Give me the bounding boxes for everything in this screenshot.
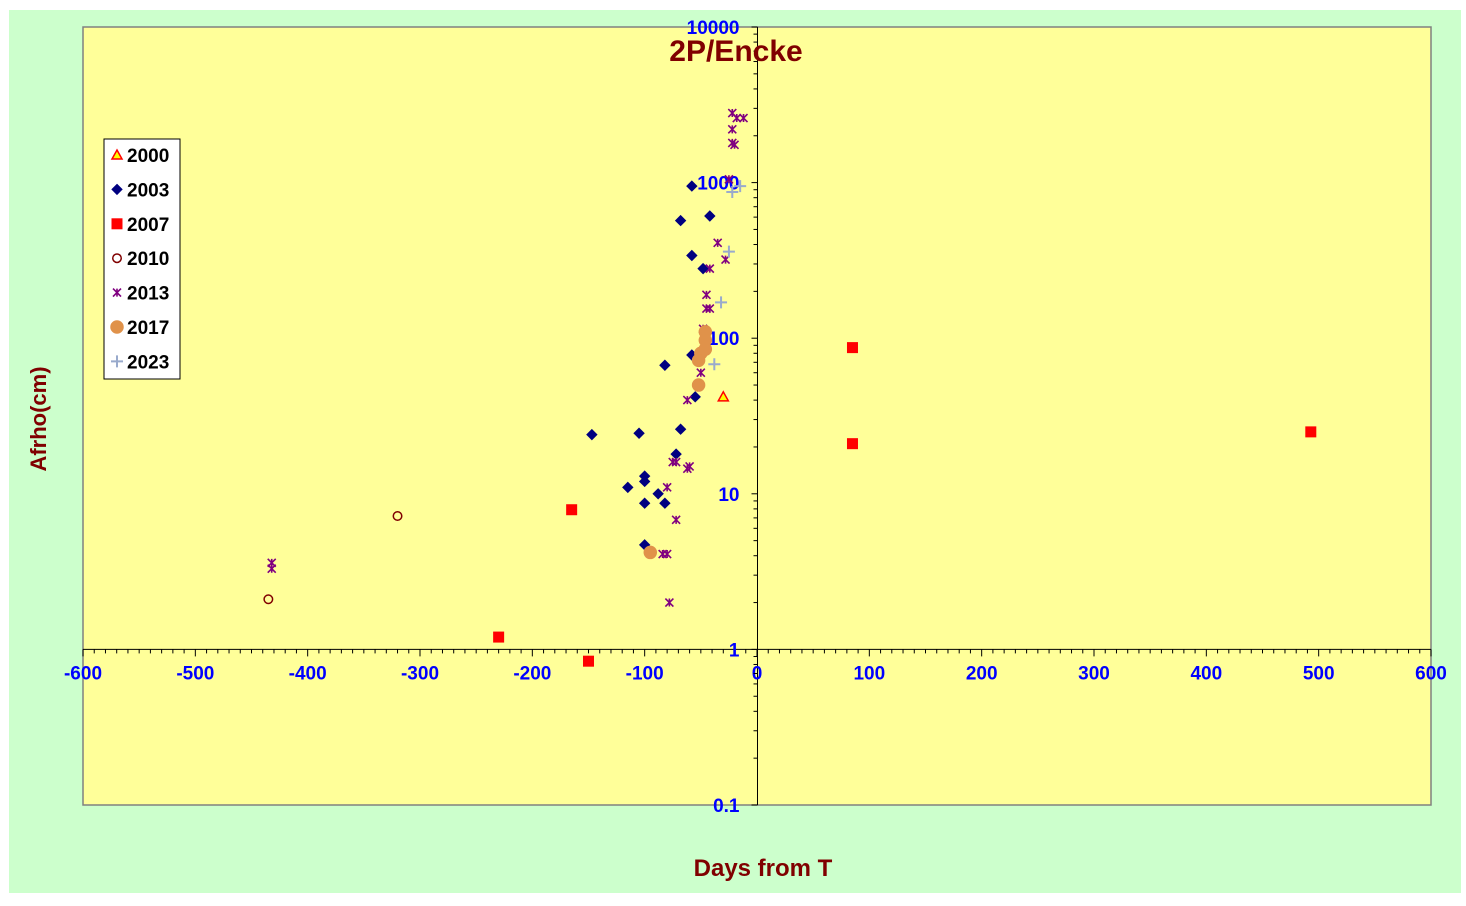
- x-tick-label: 300: [1078, 663, 1110, 684]
- x-axis-title: Days from T: [694, 855, 833, 882]
- data-point-2003: [704, 210, 716, 222]
- x-tick-label: 200: [966, 663, 998, 684]
- axes: -600 -500 -400 -300 -200 -100 0 100 200 300 400 500…: [64, 18, 1447, 817]
- data-point-2003: [689, 391, 701, 403]
- data-point-2013: [696, 368, 706, 378]
- data-point-2003: [586, 428, 598, 441]
- x-tick-label: -300: [401, 663, 439, 684]
- x-tick-label: 600: [1415, 663, 1447, 684]
- data-point-2003: [674, 423, 687, 435]
- data-point-2013: [727, 124, 737, 134]
- legend-label-2010: 2010: [127, 249, 169, 270]
- x-tick-label: 400: [1190, 663, 1222, 684]
- data-point-2023: [708, 358, 721, 371]
- data-point-2003: [686, 249, 698, 262]
- data-point-2013: [705, 304, 715, 314]
- data-point-2013: [664, 597, 674, 608]
- data-point-2003: [633, 427, 645, 439]
- legend: 2000 2003 2007 2010 2013 2017 2023: [103, 138, 181, 380]
- legend-marker-2023: [111, 355, 123, 368]
- legend-box: [103, 138, 181, 380]
- y-axis-title: Afrho(cm): [26, 366, 51, 471]
- data-point-2013: [267, 564, 277, 574]
- data-point-2023: [734, 180, 747, 193]
- x-tick-label: -200: [513, 663, 551, 684]
- data-point-2023: [726, 186, 739, 199]
- legend-marker-2000: [110, 148, 124, 160]
- data-point-2013: [662, 549, 672, 559]
- data-point-2013: [713, 238, 723, 248]
- data-point-2013: [705, 264, 715, 274]
- data-point-2013: [732, 113, 742, 123]
- legend-label-2023: 2023: [127, 352, 169, 373]
- data-marks: [263, 108, 1317, 667]
- data-point-2007: [846, 438, 858, 450]
- data-point-2007: [493, 631, 505, 643]
- y-tick-label: 100: [708, 329, 740, 350]
- legend-marker-2007: [111, 218, 123, 230]
- data-point-2013: [701, 290, 712, 300]
- data-point-2013: [671, 457, 681, 467]
- x-tick-label: 500: [1303, 663, 1335, 684]
- legend-marker-2003: [111, 183, 123, 196]
- data-point-2013: [738, 113, 749, 123]
- legend-marker-2010: [112, 253, 122, 264]
- data-point-2003: [638, 475, 651, 488]
- data-point-2003: [638, 497, 651, 509]
- data-point-2003: [686, 180, 698, 192]
- data-point-2007: [566, 504, 578, 516]
- y-tick-label: 0.1: [713, 796, 740, 817]
- data-point-2010: [263, 594, 274, 605]
- x-tick-label: -400: [289, 663, 327, 684]
- data-point-2013: [682, 464, 692, 474]
- x-tick-label: -100: [626, 663, 664, 684]
- data-point-2000: [717, 390, 730, 402]
- legend-label-2007: 2007: [127, 215, 169, 236]
- data-point-2003: [622, 481, 634, 494]
- data-point-2003: [659, 359, 671, 371]
- y-tick-label: 1: [729, 640, 740, 661]
- data-point-2023: [722, 245, 735, 258]
- x-tick-label: 100: [853, 663, 885, 684]
- data-point-2017: [691, 378, 706, 392]
- data-point-2017: [691, 353, 706, 368]
- legend-label-2003: 2003: [127, 180, 169, 201]
- legend-label-2013: 2013: [127, 284, 169, 305]
- data-point-2023: [715, 296, 728, 309]
- data-point-2003: [674, 214, 687, 227]
- x-tick-label: -600: [64, 663, 102, 684]
- data-point-2013: [724, 174, 734, 184]
- data-point-2017: [643, 545, 658, 560]
- legend-label-2000: 2000: [127, 146, 169, 167]
- data-point-2013: [662, 482, 672, 492]
- legend-label-2017: 2017: [127, 318, 169, 339]
- data-point-2013: [671, 515, 681, 525]
- legend-marker-2017: [110, 320, 124, 334]
- x-tick-label: -500: [176, 663, 214, 684]
- legend-marker-2013: [112, 288, 122, 298]
- data-point-2007: [1305, 426, 1317, 438]
- data-point-2013: [729, 140, 740, 150]
- y-tick-label: 10: [718, 485, 739, 506]
- data-point-2003: [652, 488, 664, 500]
- data-point-2007: [846, 342, 858, 354]
- data-point-2003: [697, 262, 709, 275]
- y-tick-label: 10000: [687, 18, 740, 39]
- data-point-2013: [682, 395, 692, 405]
- data-point-2010: [392, 510, 403, 521]
- data-point-2007: [583, 655, 594, 667]
- data-point-2003: [659, 497, 671, 509]
- chart-title: 2P/Encke: [669, 35, 802, 68]
